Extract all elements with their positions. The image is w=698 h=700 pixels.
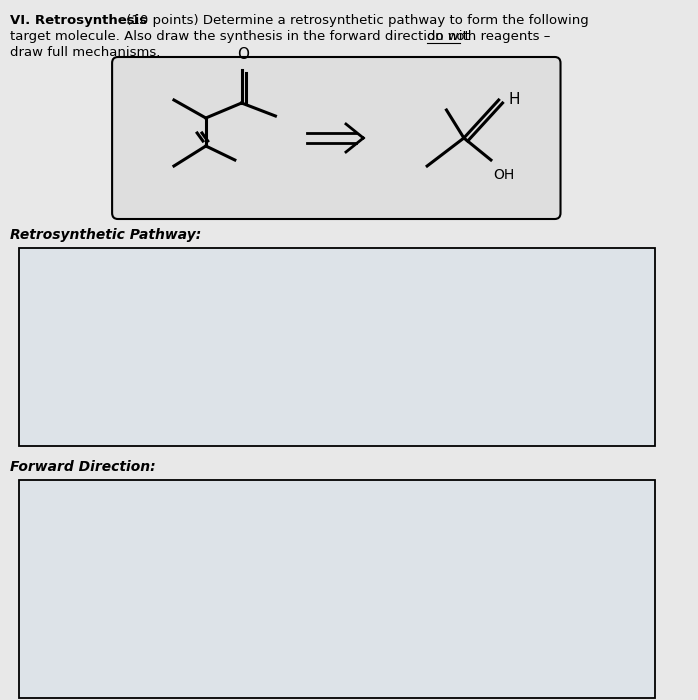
Text: draw full mechanisms.: draw full mechanisms. <box>10 46 160 59</box>
Text: O: O <box>237 47 249 62</box>
Text: Retrosynthetic Pathway:: Retrosynthetic Pathway: <box>10 228 201 242</box>
Text: H: H <box>508 92 520 106</box>
FancyBboxPatch shape <box>112 57 560 219</box>
Text: do not: do not <box>427 30 470 43</box>
Text: Forward Direction:: Forward Direction: <box>10 460 155 474</box>
Text: VI. Retrosynthesis: VI. Retrosynthesis <box>10 14 147 27</box>
Text: target molecule. Also draw the synthesis in the forward direction with reagents : target molecule. Also draw the synthesis… <box>10 30 554 43</box>
FancyBboxPatch shape <box>20 248 655 446</box>
FancyBboxPatch shape <box>20 480 655 698</box>
Text: OH: OH <box>493 168 514 182</box>
Text: (10 points) Determine a retrosynthetic pathway to form the following: (10 points) Determine a retrosynthetic p… <box>121 14 588 27</box>
